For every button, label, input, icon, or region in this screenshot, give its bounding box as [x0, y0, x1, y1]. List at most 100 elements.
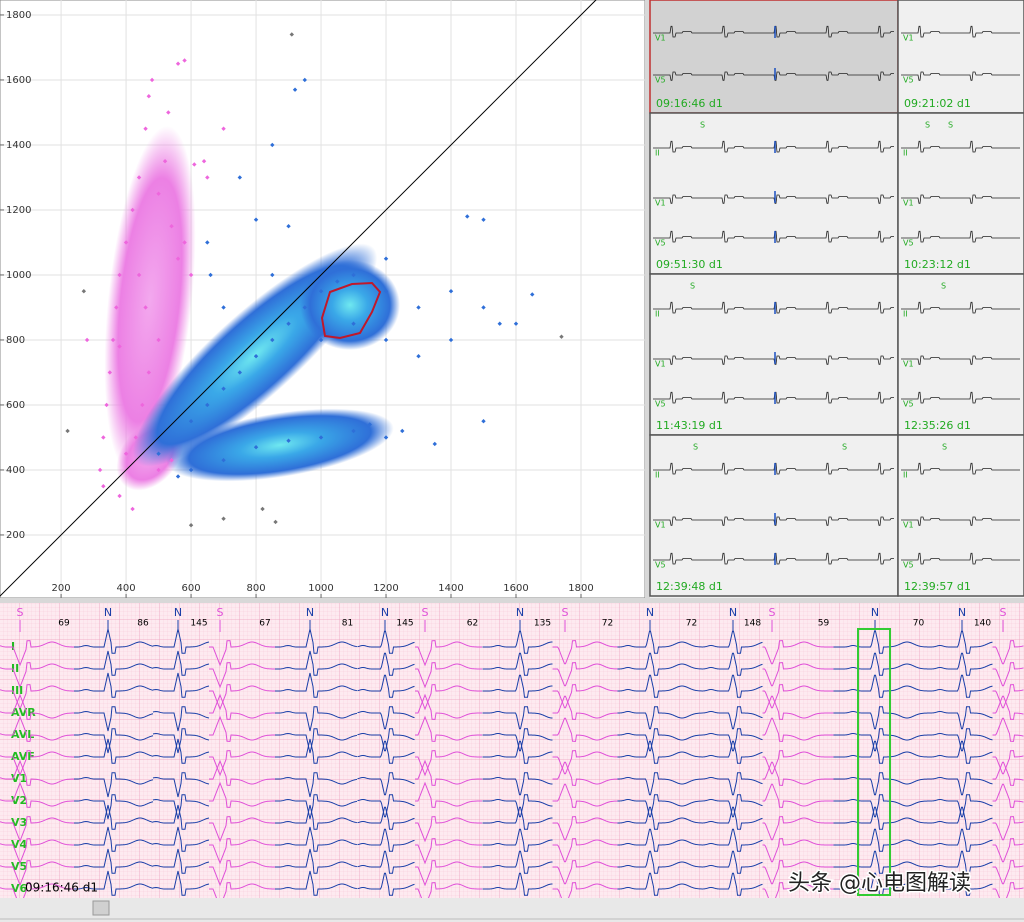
ecg-trace: [414, 640, 483, 667]
ecg-trace: [73, 772, 154, 798]
rr-interval: 59: [818, 619, 830, 629]
ecg-trace: [73, 794, 154, 820]
ecg-grid: [0, 603, 1024, 898]
strip-panel[interactable]: [897, 0, 1024, 114]
lead-label: V1: [655, 34, 666, 43]
ecg-trace: [762, 860, 834, 885]
ecg-trace: [482, 794, 553, 818]
x-tick-label: 1600: [503, 583, 528, 594]
point: [175, 256, 181, 261]
lead-label: V5: [11, 860, 27, 873]
ecg-trace: [617, 806, 702, 830]
ecg-trace: [762, 695, 834, 720]
scrollbar[interactable]: [0, 898, 1024, 922]
ecg-trace: [274, 650, 358, 676]
ecg-trace: [152, 728, 210, 754]
ecg-trace: [928, 828, 993, 852]
y-tick-label: 200: [6, 530, 25, 541]
strip-panel[interactable]: [897, 434, 1024, 597]
ecg-trace: [833, 706, 929, 730]
point: [175, 474, 181, 479]
strip-trace: [653, 552, 894, 565]
lead-label: AVL: [11, 728, 34, 741]
identity-line: [0, 0, 597, 597]
strip-time: 09:16:46 d1: [656, 97, 723, 110]
point: [188, 272, 194, 278]
lead-label: II: [903, 310, 908, 319]
point: [140, 402, 145, 408]
ecg-trace: [617, 630, 702, 654]
beat-label: N: [958, 606, 966, 619]
ecg-trace: [552, 816, 618, 841]
rr-interval: 72: [686, 619, 697, 629]
point: [318, 435, 324, 440]
rr-interval: 81: [342, 619, 353, 629]
strip-panel[interactable]: [897, 112, 1024, 275]
ecg-trace: [833, 740, 929, 764]
y-tick-label: 600: [6, 400, 25, 411]
ecg-trace: [152, 794, 210, 820]
selected-beat[interactable]: [857, 628, 891, 896]
ecg-trace: [274, 804, 358, 830]
ecg-trace: [357, 652, 415, 676]
beat-label: N: [381, 606, 389, 619]
strip-trace: [653, 301, 894, 314]
ecg-trace: [992, 838, 1024, 863]
ecg-trace: [833, 652, 929, 676]
point: [117, 344, 122, 349]
point: [289, 32, 294, 37]
point: [136, 272, 142, 278]
strip-panel[interactable]: [649, 273, 899, 436]
ecg-trace: [152, 628, 210, 654]
ecg-trace: [701, 706, 763, 730]
y-tick-label: 1400: [6, 140, 31, 151]
point: [201, 159, 207, 164]
lead-label: V6: [11, 882, 28, 895]
ecg-trace: [274, 738, 358, 764]
beat-label: N: [646, 606, 654, 619]
point: [335, 279, 340, 284]
point: [481, 419, 486, 424]
point: [481, 217, 486, 222]
ecg-trace: [414, 759, 483, 786]
ecg-trace: [357, 728, 415, 752]
strip-panel[interactable]: [649, 112, 899, 275]
strip-trace: [901, 355, 1020, 365]
ecg-trace: [357, 794, 415, 818]
point: [156, 467, 161, 473]
lead-label: II: [11, 662, 19, 675]
ecg-trace: [928, 740, 993, 764]
scroll-thumb[interactable]: [92, 900, 110, 916]
strip-trace: [653, 391, 894, 404]
point: [123, 240, 129, 245]
ecg-trace: [762, 717, 834, 742]
strip-trace: [901, 552, 1020, 565]
ecg-trace: [762, 783, 834, 808]
point: [205, 402, 210, 408]
ecg-trace: [482, 728, 553, 752]
ecg-trace: [992, 662, 1024, 687]
point: [188, 467, 194, 473]
point: [416, 354, 421, 359]
point: [253, 445, 259, 450]
ecg-trace: [833, 794, 929, 818]
strip-panel[interactable]: [897, 273, 1024, 436]
beat-label: S: [217, 606, 224, 619]
beat-label: N: [729, 606, 737, 619]
point: [156, 451, 161, 456]
rr-interval: 135: [534, 619, 551, 629]
strip-trace: [653, 355, 894, 365]
point: [383, 256, 389, 261]
strip-panel[interactable]: [649, 0, 899, 114]
strip-trace: [901, 194, 1020, 204]
point: [481, 305, 486, 310]
point: [286, 321, 291, 326]
strip-time: 09:51:30 d1: [656, 258, 723, 271]
y-tick-label: 1600: [6, 75, 31, 86]
ecg-trace: [833, 674, 929, 698]
point: [302, 77, 307, 83]
ecg-trace: [152, 826, 210, 852]
ecg-trace: [357, 772, 415, 796]
strip-panel[interactable]: [649, 434, 899, 597]
